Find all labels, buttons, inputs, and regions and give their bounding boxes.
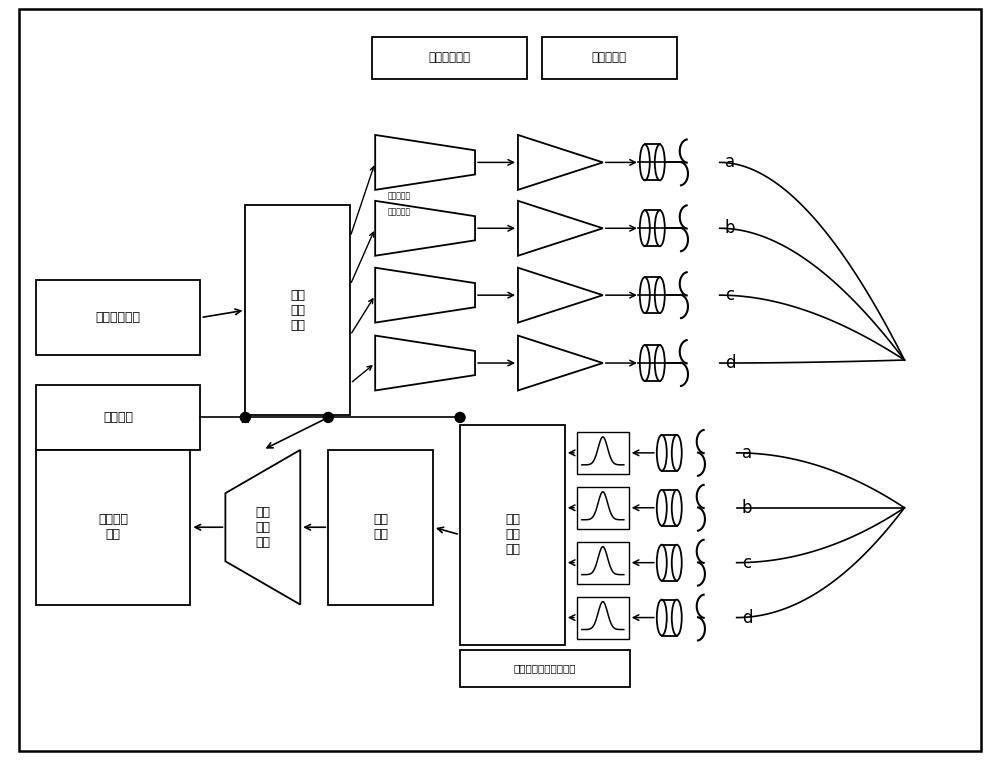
FancyBboxPatch shape — [328, 450, 433, 605]
Ellipse shape — [657, 435, 667, 471]
Ellipse shape — [655, 144, 665, 180]
Text: c: c — [742, 554, 751, 572]
Polygon shape — [375, 201, 475, 255]
Text: 最高有效位: 最高有效位 — [387, 192, 410, 201]
Ellipse shape — [672, 489, 682, 526]
Text: 干扰
消除
模块: 干扰 消除 模块 — [505, 513, 520, 556]
FancyBboxPatch shape — [460, 425, 565, 644]
Circle shape — [240, 413, 250, 423]
FancyBboxPatch shape — [577, 597, 629, 638]
Text: 并串转换模块: 并串转换模块 — [429, 51, 471, 64]
Polygon shape — [225, 450, 300, 605]
Ellipse shape — [640, 211, 650, 246]
FancyBboxPatch shape — [577, 432, 629, 473]
Polygon shape — [375, 268, 475, 322]
Ellipse shape — [655, 211, 665, 246]
Circle shape — [323, 413, 333, 423]
Text: b: b — [725, 220, 735, 237]
FancyBboxPatch shape — [372, 36, 527, 78]
Polygon shape — [375, 135, 475, 190]
Polygon shape — [375, 336, 475, 391]
Text: a: a — [742, 444, 752, 462]
Text: 最低有效位: 最低有效位 — [387, 207, 410, 217]
FancyBboxPatch shape — [36, 280, 200, 355]
Text: 连续时间线性均衡模块: 连续时间线性均衡模块 — [514, 663, 576, 673]
Polygon shape — [518, 135, 603, 190]
Text: a: a — [725, 154, 735, 172]
Text: d: d — [725, 354, 735, 372]
Text: 解码
模块: 解码 模块 — [373, 513, 388, 541]
FancyBboxPatch shape — [36, 450, 190, 605]
Ellipse shape — [640, 144, 650, 180]
Ellipse shape — [672, 545, 682, 581]
Text: b: b — [742, 499, 752, 517]
FancyBboxPatch shape — [245, 205, 350, 415]
Text: 驱动器模块: 驱动器模块 — [592, 51, 627, 64]
Ellipse shape — [657, 489, 667, 526]
FancyBboxPatch shape — [460, 650, 630, 688]
Ellipse shape — [655, 345, 665, 381]
Text: c: c — [725, 287, 734, 304]
Ellipse shape — [672, 600, 682, 635]
FancyBboxPatch shape — [577, 542, 629, 584]
Text: d: d — [742, 609, 752, 626]
Text: 伪随机码模块: 伪随机码模块 — [96, 311, 141, 324]
Polygon shape — [518, 201, 603, 255]
Polygon shape — [518, 268, 603, 322]
Polygon shape — [518, 336, 603, 391]
Text: 串并
转换
模块: 串并 转换 模块 — [255, 505, 270, 549]
FancyBboxPatch shape — [577, 487, 629, 529]
Text: 时钟模块: 时钟模块 — [103, 411, 133, 424]
Ellipse shape — [672, 435, 682, 471]
FancyBboxPatch shape — [36, 385, 200, 450]
Ellipse shape — [657, 545, 667, 581]
FancyBboxPatch shape — [542, 36, 677, 78]
Ellipse shape — [640, 345, 650, 381]
Text: 差分
编码
模块: 差分 编码 模块 — [290, 289, 305, 331]
Circle shape — [455, 413, 465, 423]
Text: 误码检测
模块: 误码检测 模块 — [98, 513, 128, 541]
Ellipse shape — [655, 277, 665, 313]
Ellipse shape — [640, 277, 650, 313]
Ellipse shape — [657, 600, 667, 635]
